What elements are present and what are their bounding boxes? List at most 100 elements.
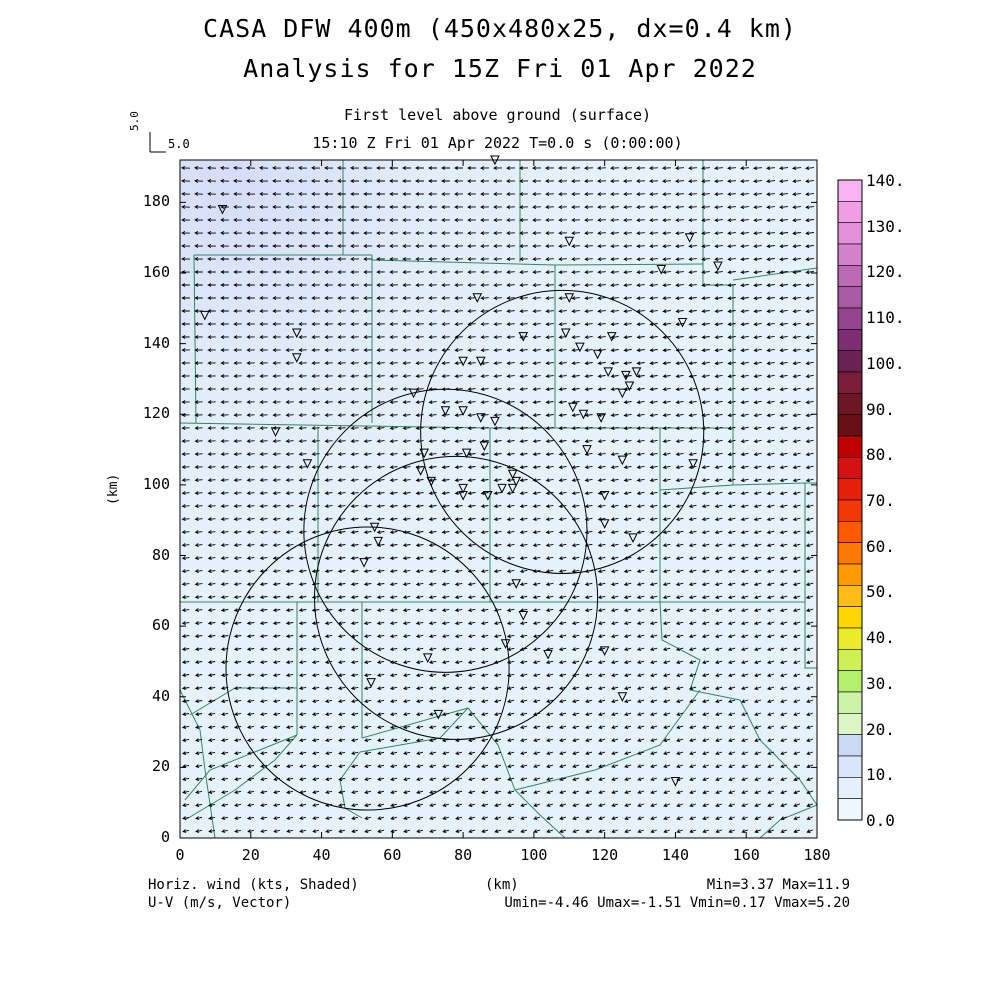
wind-vector-147	[181, 204, 190, 209]
wind-vector-765	[571, 361, 580, 366]
wind-vector-1787	[480, 634, 489, 639]
wind-vector-1739	[493, 621, 502, 626]
wind-vector-356	[350, 257, 359, 261]
wind-vector-1686	[441, 608, 450, 613]
wind-vector-154	[272, 205, 281, 209]
wind-vector-2022	[350, 699, 359, 704]
wind-vector-1173	[779, 465, 788, 470]
wind-vector-729	[740, 348, 749, 353]
wind-vector-857	[493, 387, 502, 392]
wind-vector-1776	[337, 634, 346, 639]
wind-vector-2024	[376, 699, 385, 704]
wind-vector-1796	[597, 634, 606, 639]
wind-vector-1655	[675, 595, 684, 600]
wind-vector-2061	[220, 712, 229, 717]
wind-vector-1334	[324, 517, 333, 522]
wind-vector-2016	[272, 699, 281, 704]
wind-vector-1401	[558, 530, 567, 535]
wind-vector-1416	[753, 530, 762, 535]
wind-vector-694	[285, 348, 294, 353]
wind-vector-2125	[415, 725, 424, 730]
wind-vector-1621	[233, 595, 242, 600]
wind-vector-321	[532, 244, 541, 249]
wind-vector-952	[454, 413, 463, 418]
wind-vector-561	[467, 309, 476, 314]
wind-vector-181	[623, 205, 632, 210]
wind-vector-2391	[689, 790, 697, 794]
wind-vector-1606	[675, 582, 684, 587]
wind-vector-352	[298, 257, 307, 261]
wind-vector-538	[805, 296, 814, 301]
wind-vector-1029	[181, 439, 190, 444]
wind-vector-865	[597, 387, 606, 392]
wind-vector-459	[415, 283, 424, 288]
wind-vector-50	[194, 178, 204, 183]
wind-vector-2156	[181, 738, 190, 743]
wind-vector-1551	[597, 569, 606, 574]
wind-vector-2236	[585, 751, 593, 756]
county-boundary-24	[467, 689, 701, 791]
wind-vector-1251	[519, 491, 528, 496]
wind-vector-685	[805, 335, 814, 340]
wind-vector-1895	[610, 660, 619, 665]
wind-vector-2007	[793, 686, 801, 691]
wind-vector-1475	[246, 556, 255, 561]
wind-vector-1016	[649, 426, 658, 431]
wind-vector-1565	[779, 569, 788, 574]
wind-vector-2193	[663, 738, 671, 743]
wind-vector-2075	[402, 712, 411, 717]
wind-vector-2507	[286, 829, 294, 833]
wind-vector-1022	[727, 426, 736, 431]
wind-vector-503	[350, 296, 359, 300]
wind-vector-917	[636, 400, 645, 405]
wind-vector-1553	[623, 569, 632, 574]
wind-vector-1108	[571, 452, 580, 457]
wind-vector-2245	[702, 751, 710, 756]
wind-vector-1518	[805, 556, 814, 561]
wind-vector-737	[207, 361, 216, 365]
wind-vector-2426	[507, 803, 515, 807]
wind-vector-157	[311, 205, 320, 209]
wind-vector-1583	[376, 582, 385, 587]
wind-vector-1557	[675, 569, 684, 574]
wind-vector-1339	[389, 517, 398, 522]
wind-vector-2091	[610, 712, 619, 717]
wind-vector-1168	[714, 465, 723, 470]
wind-vector-862	[558, 387, 567, 392]
wind-vector-775	[701, 361, 710, 366]
wind-vector-1231	[259, 491, 268, 496]
wind-vector-1823	[311, 647, 320, 652]
wind-vector-790	[259, 374, 268, 379]
wind-vector-1688	[467, 608, 476, 613]
wind-vector-247	[207, 231, 216, 235]
wind-vector-1288	[363, 504, 372, 509]
wind-vector-1337	[363, 517, 372, 522]
wind-vector-1010	[571, 426, 580, 431]
wind-vector-1376	[233, 530, 242, 535]
wind-vector-674	[662, 335, 671, 340]
wind-vector-608	[441, 322, 450, 327]
wind-vector-1920	[298, 673, 307, 678]
wind-vector-770	[636, 361, 645, 366]
wind-vector-2243	[676, 751, 684, 756]
wind-vector-633	[766, 322, 775, 327]
wind-vector-1033	[233, 439, 242, 444]
wind-vector-2110	[220, 725, 229, 730]
wind-vector-724	[675, 348, 684, 353]
x-tick-label: 80	[454, 846, 473, 864]
wind-vector-1441	[441, 543, 450, 548]
wind-vector-1457	[649, 543, 658, 548]
wind-vector-1620	[220, 595, 229, 600]
wind-vector-1903	[715, 660, 723, 665]
wind-vector-525	[636, 296, 645, 301]
wind-vector-1746	[584, 621, 593, 626]
wind-vector-197	[194, 218, 203, 222]
wind-vector-1229	[233, 491, 242, 496]
wind-vector-1528	[298, 569, 307, 574]
wind-vector-1498	[545, 556, 554, 561]
wind-vector-996	[389, 426, 398, 431]
footer-min-max: Min=3.37 Max=11.9	[706, 877, 850, 893]
wind-vector-457	[389, 283, 398, 288]
wind-vector-1547	[545, 569, 554, 574]
wind-vector-2403	[208, 803, 216, 808]
